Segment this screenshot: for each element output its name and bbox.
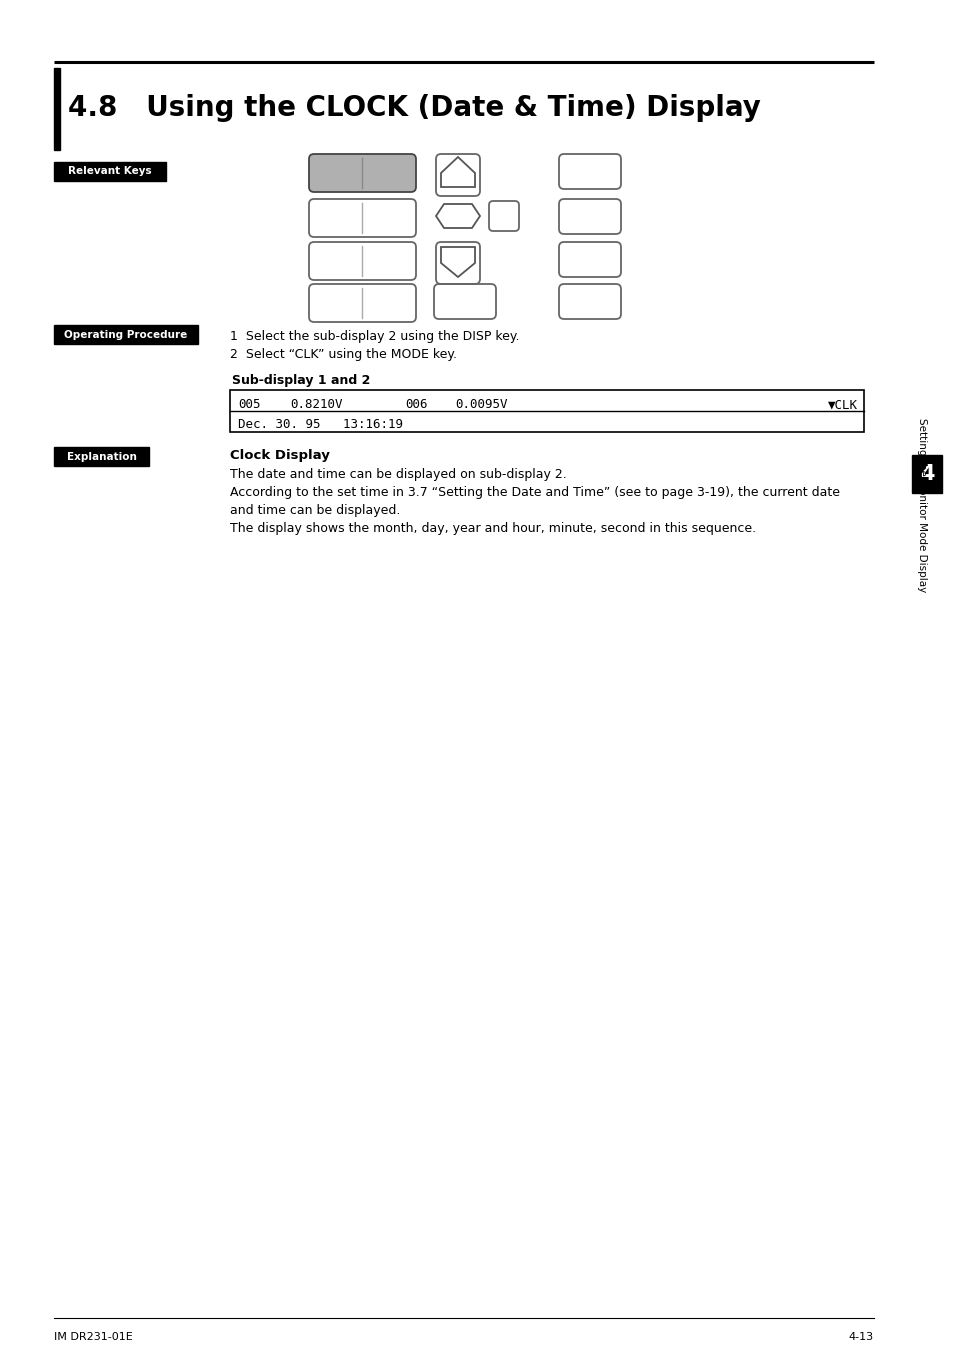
Bar — [911, 455, 941, 493]
Text: 2  Select “CLK” using the MODE key.: 2 Select “CLK” using the MODE key. — [230, 349, 456, 361]
Text: 4.8   Using the CLOCK (Date & Time) Display: 4.8 Using the CLOCK (Date & Time) Displa… — [68, 95, 760, 122]
Text: and time can be displayed.: and time can be displayed. — [230, 504, 400, 517]
Text: Explanation: Explanation — [67, 451, 136, 462]
Text: According to the set time in 3.7 “Setting the Date and Time” (see to page 3-19),: According to the set time in 3.7 “Settin… — [230, 486, 840, 499]
Bar — [54, 326, 198, 345]
Text: 4: 4 — [919, 463, 933, 484]
Text: Setting the Monitor Mode Display: Setting the Monitor Mode Display — [916, 417, 926, 592]
Text: 006: 006 — [405, 399, 427, 412]
Text: Clock Display: Clock Display — [230, 449, 330, 462]
Text: 0.0095V: 0.0095V — [455, 399, 507, 412]
Bar — [54, 447, 149, 466]
Text: 005: 005 — [237, 399, 260, 412]
Text: Operating Procedure: Operating Procedure — [64, 330, 188, 339]
Text: IM DR231-01E: IM DR231-01E — [54, 1332, 132, 1342]
Text: The display shows the month, day, year and hour, minute, second in this sequence: The display shows the month, day, year a… — [230, 521, 756, 535]
Bar — [230, 390, 863, 432]
Text: ▼CLK: ▼CLK — [827, 399, 857, 412]
Text: Relevant Keys: Relevant Keys — [68, 166, 152, 177]
FancyBboxPatch shape — [309, 154, 416, 192]
Text: Dec. 30. 95   13:16:19: Dec. 30. 95 13:16:19 — [237, 419, 402, 431]
Bar — [54, 68, 60, 150]
Text: 0.8210V: 0.8210V — [290, 399, 342, 412]
Bar — [54, 162, 166, 181]
Text: 1  Select the sub-display 2 using the DISP key.: 1 Select the sub-display 2 using the DIS… — [230, 330, 519, 343]
Text: 4-13: 4-13 — [848, 1332, 873, 1342]
Text: Sub-display 1 and 2: Sub-display 1 and 2 — [232, 374, 370, 386]
Text: The date and time can be displayed on sub-display 2.: The date and time can be displayed on su… — [230, 467, 566, 481]
